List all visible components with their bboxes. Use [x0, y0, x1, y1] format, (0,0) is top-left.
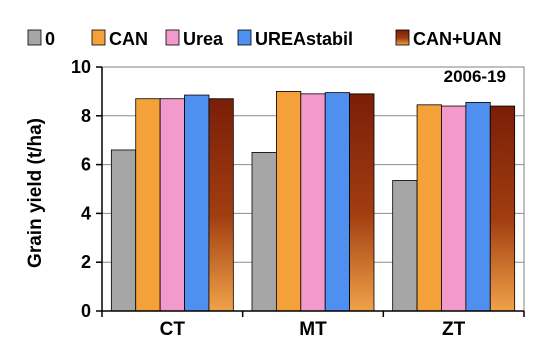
- y-tick-label: 4: [81, 203, 91, 223]
- y-tick-label: 0: [81, 301, 91, 321]
- bar-mt-urea: [300, 93, 326, 312]
- legend: 0 CAN Urea UREAstabil CAN+UAN: [27, 29, 502, 49]
- x-tick-labels: CT MT ZT: [160, 319, 466, 340]
- y-tick-label: 2: [81, 252, 91, 272]
- y-tick-label: 10: [71, 57, 91, 77]
- bar-mt-can-uan: [349, 93, 375, 312]
- bar-mt-ureastabil: [324, 92, 351, 312]
- legend-swatch: [395, 29, 410, 46]
- bar-zt-can: [416, 104, 442, 312]
- x-tick-label: ZT: [442, 319, 466, 340]
- legend-swatch: [91, 29, 106, 46]
- bar-ct-0: [110, 149, 137, 312]
- bars: [110, 91, 516, 312]
- y-tick-labels: 0 2 4 6 8 10: [71, 57, 91, 321]
- legend-swatch: [27, 29, 42, 46]
- bar-mt-0: [251, 151, 277, 312]
- bar-zt-0: [392, 180, 418, 312]
- legend-swatch: [237, 29, 252, 46]
- legend-label: 0: [45, 29, 55, 49]
- x-tick-label: MT: [299, 319, 327, 340]
- y-tick-label: 6: [81, 155, 91, 175]
- bar-ct-can: [135, 98, 161, 312]
- x-tick-label: CT: [160, 319, 186, 340]
- bar-ct-can-uan: [208, 98, 234, 312]
- y-axis-label: Grain yield (t/ha): [25, 118, 46, 268]
- bar-zt-ureastabil: [465, 101, 491, 312]
- bar-mt-can: [275, 91, 302, 312]
- legend-swatch: [165, 29, 180, 46]
- legend-label: Urea: [183, 29, 224, 49]
- legend-label: CAN: [109, 29, 148, 49]
- bar-zt-urea: [441, 105, 467, 312]
- legend-label: CAN+UAN: [413, 29, 502, 49]
- y-tick-label: 8: [81, 106, 91, 126]
- bar-zt-can-uan: [489, 105, 516, 312]
- legend-label: UREAstabil: [255, 29, 353, 49]
- period-annotation: 2006-19: [444, 67, 506, 86]
- bar-ct-urea: [159, 98, 185, 312]
- axes: [96, 66, 525, 317]
- bar-ct-ureastabil: [184, 94, 210, 312]
